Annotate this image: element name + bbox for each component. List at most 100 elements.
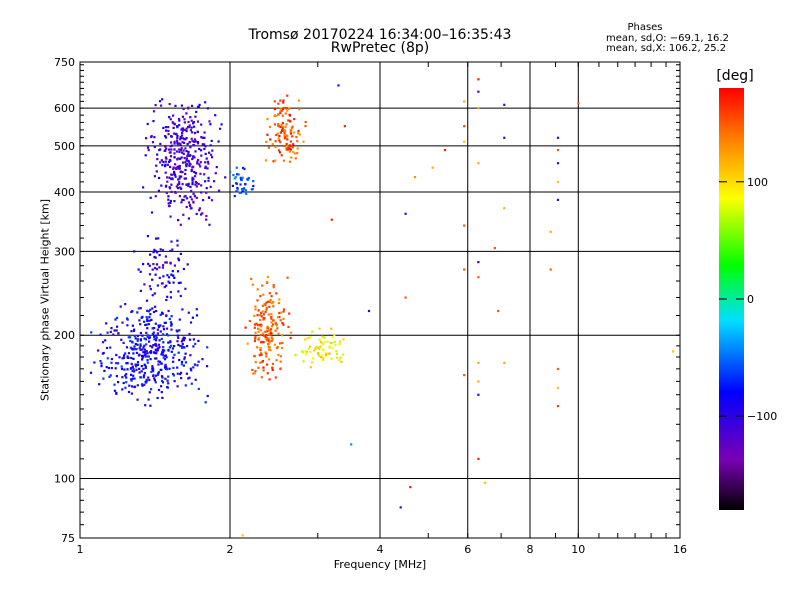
data-point (266, 325, 269, 328)
data-point (182, 152, 185, 155)
data-point (265, 337, 269, 340)
data-point (279, 141, 282, 144)
data-point (130, 356, 133, 360)
data-point (122, 341, 125, 344)
data-point (304, 353, 308, 356)
data-point (185, 130, 188, 133)
data-point (269, 301, 272, 304)
data-point (265, 352, 268, 355)
data-point (187, 159, 190, 162)
data-point (185, 197, 189, 200)
data-point (99, 360, 102, 363)
data-point (110, 327, 113, 330)
phases-x-stats: mean, sd,X: 106.2, 25.2 (606, 43, 727, 54)
data-point (154, 266, 157, 270)
data-point (188, 140, 191, 144)
data-point (166, 163, 169, 166)
data-point (185, 157, 188, 160)
data-point (324, 352, 328, 355)
data-point (275, 292, 278, 295)
data-point (278, 316, 281, 319)
data-point (192, 338, 195, 341)
data-point (148, 264, 151, 267)
data-point (233, 195, 236, 198)
data-point (124, 386, 127, 389)
data-point (173, 140, 176, 143)
data-point (274, 140, 277, 143)
data-point (145, 137, 148, 140)
data-point (320, 354, 323, 357)
data-point (338, 359, 341, 362)
data-point (132, 347, 135, 350)
data-point (187, 201, 191, 204)
data-point (277, 353, 280, 356)
data-point (170, 240, 173, 243)
data-point (144, 355, 147, 358)
data-point (342, 353, 345, 356)
data-point (176, 136, 179, 139)
data-point (477, 90, 480, 93)
data-point (100, 365, 103, 368)
data-point (146, 319, 149, 322)
data-point (173, 170, 176, 173)
data-point (195, 110, 198, 113)
data-point (264, 159, 268, 162)
data-point (288, 147, 291, 150)
data-point (267, 358, 271, 361)
data-point (165, 184, 168, 187)
data-point (286, 109, 289, 112)
data-point (196, 141, 200, 144)
data-point (171, 270, 174, 273)
data-point (181, 338, 184, 341)
data-point (270, 318, 273, 321)
data-point (190, 126, 193, 129)
data-point (253, 372, 256, 375)
data-point (156, 251, 159, 254)
data-point (288, 150, 291, 153)
data-point (166, 386, 169, 389)
data-point (172, 372, 175, 376)
data-point (273, 123, 276, 126)
data-point (168, 158, 171, 162)
data-point (229, 171, 232, 174)
data-point (285, 123, 288, 126)
data-point (503, 136, 506, 139)
data-point (180, 104, 183, 107)
data-point (144, 381, 148, 384)
data-point (178, 182, 181, 186)
data-point (153, 334, 156, 337)
data-point (290, 129, 293, 132)
data-point (140, 365, 143, 368)
data-point (185, 150, 188, 153)
data-point (256, 314, 259, 317)
data-point (170, 135, 173, 138)
data-point (181, 171, 184, 174)
data-point (149, 313, 152, 316)
data-point (105, 346, 109, 350)
data-point (158, 266, 161, 269)
data-point (136, 334, 139, 338)
data-point (280, 154, 283, 157)
data-point (173, 345, 176, 348)
data-point (143, 320, 146, 323)
data-point (194, 183, 197, 186)
data-point (264, 335, 267, 339)
data-point (291, 135, 294, 138)
data-point (282, 101, 285, 104)
data-point (165, 314, 168, 317)
data-point (477, 261, 480, 264)
data-point (161, 249, 165, 252)
data-point (176, 166, 179, 169)
data-point (335, 356, 338, 359)
data-point (209, 185, 212, 188)
data-point (238, 191, 241, 194)
plot-grid (80, 62, 680, 538)
data-point (211, 156, 214, 159)
data-point (151, 365, 154, 368)
data-point (180, 175, 183, 178)
data-point (151, 307, 154, 310)
data-point (290, 156, 293, 159)
data-point (181, 342, 184, 346)
data-point (184, 168, 187, 172)
data-point (237, 173, 240, 176)
